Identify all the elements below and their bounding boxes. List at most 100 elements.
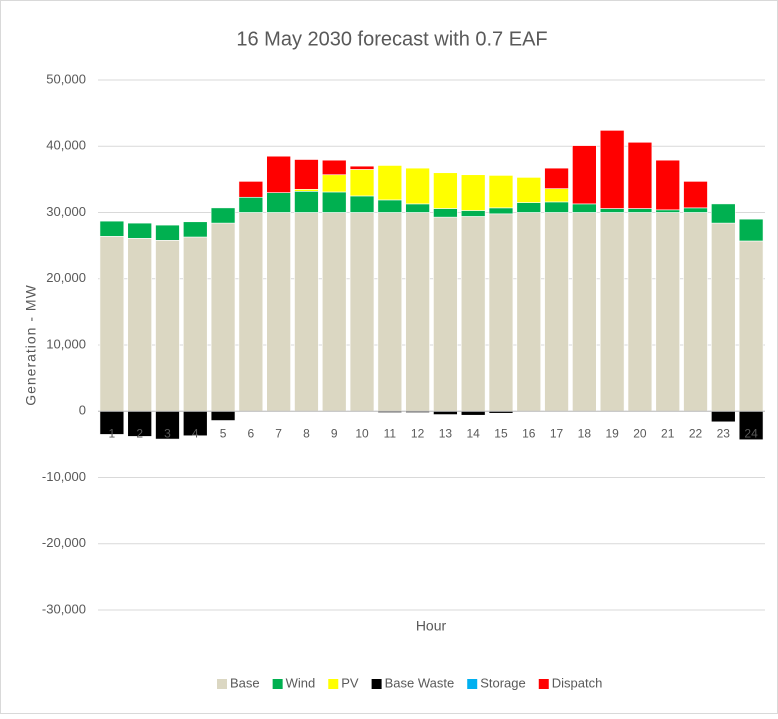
foreground: 1 2 3 4 5 6 7 8 9 10 11 12 13 14 15 16 17 18 19 20 21 22 23 24 (98, 410, 765, 440)
bar-segment (683, 207, 708, 213)
x-tick-label: 2 (136, 426, 143, 440)
bar-segment (460, 216, 486, 412)
x-tick-label: 5 (220, 426, 227, 440)
x-axis-label: Hour (416, 618, 447, 634)
bar-segment (349, 169, 375, 197)
bar-segment (738, 218, 764, 242)
legend-swatch (272, 679, 283, 689)
bar-segment (294, 191, 319, 213)
bar-segment (210, 410, 236, 421)
y-tick-label: 30,000 (46, 204, 86, 219)
bar-segment (655, 209, 680, 213)
bar-segment (627, 141, 653, 209)
x-tick-label: 8 (303, 426, 310, 440)
bar-segment (599, 212, 625, 412)
bar-segment (183, 221, 208, 238)
legend-swatch (328, 679, 339, 689)
bar-segment (711, 410, 736, 423)
x-tick-label: 4 (192, 426, 199, 440)
bar-segment (516, 202, 542, 213)
legend-label: Dispatch (552, 675, 603, 690)
x-tick-label: 11 (384, 426, 397, 440)
x-tick-label: 7 (275, 426, 282, 440)
bar-segment (155, 224, 180, 241)
bar-segment (460, 410, 486, 416)
y-tick-label: 50,000 (46, 71, 86, 86)
bar-segment (544, 188, 569, 203)
bar-segment (321, 159, 347, 176)
bar-segment (433, 208, 458, 218)
bar-segment (572, 212, 597, 412)
bar-segment (183, 236, 208, 412)
bar-segment (321, 191, 347, 213)
bar-segment (405, 203, 430, 213)
x-tick-label: 21 (661, 426, 675, 440)
y-tick-label: 0 (79, 403, 86, 418)
bar-segment (544, 167, 569, 189)
x-tick-label: 18 (578, 426, 592, 440)
bar-segment (349, 195, 375, 213)
x-tick-label: 3 (164, 426, 171, 440)
x-tick-label: 12 (411, 426, 425, 440)
bar-segment (238, 181, 264, 198)
bar-segment (572, 145, 597, 205)
bar-segment (99, 220, 125, 237)
x-tick-label: 14 (467, 426, 481, 440)
bar-segment (294, 212, 319, 412)
bar-segment (627, 208, 653, 213)
x-tick-label: 20 (633, 426, 647, 440)
bar-segment (488, 213, 514, 412)
y-tick-label: 40,000 (46, 138, 86, 153)
x-tick-label: 6 (248, 426, 255, 440)
x-tick-label: 22 (689, 426, 703, 440)
x-tick-label: 1 (109, 426, 116, 440)
x-tick-label: 16 (522, 426, 536, 440)
bar-segment (99, 236, 125, 412)
bar-segment (266, 155, 291, 193)
bar-segment (349, 212, 375, 412)
bar-segment (238, 212, 264, 412)
bar-segment (377, 212, 403, 412)
y-tick-label: -20,000 (42, 535, 86, 550)
bar-segment (127, 238, 152, 412)
bar-segment (210, 222, 236, 412)
x-tick-label: 19 (605, 426, 619, 440)
legend: Base Wind PV Base Waste Storage Dispatch (217, 675, 602, 690)
bar-segment (655, 212, 680, 412)
bar-segment (683, 212, 708, 412)
bar-segment (266, 212, 291, 412)
bar-segment (572, 203, 597, 213)
bar-segment (488, 207, 514, 215)
x-tick-label: 13 (439, 426, 453, 440)
bar-segment (711, 222, 736, 412)
bar-segment (488, 175, 514, 209)
bar-segment (238, 196, 264, 213)
legend-swatch (217, 679, 227, 689)
bar-segment (349, 165, 375, 170)
bar-segment (433, 216, 458, 412)
bar-segment (266, 192, 291, 213)
bar-segment (738, 240, 764, 412)
bar-segment (405, 212, 430, 412)
bar-segment (599, 208, 625, 213)
bar-segment (544, 201, 569, 213)
bar-segment (627, 212, 653, 412)
bar-segment (516, 177, 542, 203)
chart-title: 16 May 2030 forecast with 0.7 EAF (236, 28, 547, 50)
bar-segment (683, 181, 708, 209)
bar-segment (377, 165, 403, 201)
bar-segment (711, 203, 736, 224)
legend-swatch (538, 679, 549, 689)
x-tick-label: 17 (550, 426, 564, 440)
x-tick-label: 9 (331, 426, 338, 440)
y-tick-label: -10,000 (42, 469, 86, 484)
x-tick-label: 10 (355, 426, 369, 440)
bar-segment (405, 167, 430, 205)
bar-segment (655, 159, 680, 211)
legend-swatch (467, 679, 478, 689)
bars (99, 130, 764, 441)
x-tick-label: 23 (717, 426, 731, 440)
bar-segment (460, 174, 486, 211)
y-axis-label: Generation - MW (23, 284, 39, 406)
